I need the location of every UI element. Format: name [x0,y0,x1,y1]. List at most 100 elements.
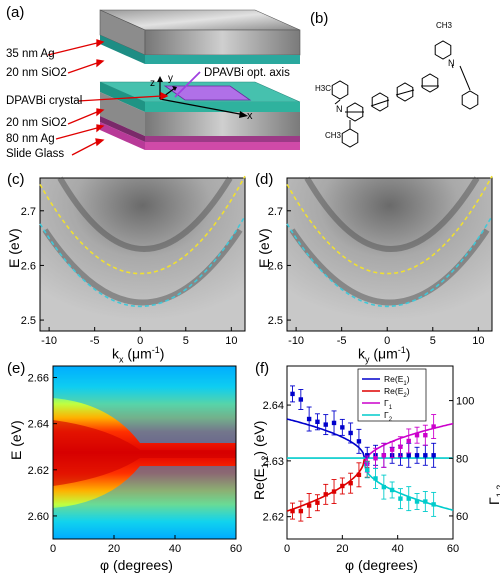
panel-label-b: (b) [310,10,329,27]
y-tick-label: 2.64 [28,419,49,431]
series-line-0 [286,175,493,275]
benzene-ring [461,90,479,110]
y-tick-label: 2.5 [21,315,36,327]
data-point-3 [381,484,387,490]
bond [370,99,390,107]
data-point-0 [331,420,337,426]
data-point-0 [414,453,420,458]
data-point-1 [340,483,345,489]
nitrogen-left: N [336,104,343,114]
panel-label-e: (e) [7,360,26,377]
ylabel-f-left: Re(E1,2) (eV) [251,420,270,500]
x-tick-label: -5 [90,335,100,347]
data-point-0 [423,453,428,458]
x-tick-label: -10 [288,335,304,347]
bond [451,64,454,69]
panel-label-a: (a) [6,4,25,21]
y-tick-label: 2.5 [268,315,283,327]
benzene-ring [341,128,359,148]
data-point-2 [431,424,436,429]
panel-label-f: (f) [255,360,270,377]
data-point-1 [298,508,304,514]
data-point-1 [323,492,328,497]
axis-z-label: z [150,78,155,89]
optic-axis-label: DPAVBi opt. axis [204,67,290,79]
xlabel-c: kx (μm-1) [112,345,165,365]
x-tick-label: 20 [336,543,348,555]
benzene-ring [434,40,452,60]
x-axis [159,98,246,116]
bond [334,99,341,105]
data-point-0 [348,430,353,436]
layer-pointers [47,39,169,156]
y-tick-label: 2.7 [268,206,283,218]
plot-frame [39,177,246,332]
nitrogen-right: N [448,58,455,68]
y-right-tick-label: 60 [456,511,468,523]
y-right-tick-label: 80 [456,453,468,465]
ylabel-e: E (eV) [8,420,24,460]
data-point-3 [414,499,420,504]
benzene-ring [346,102,364,122]
x-tick-label: 10 [472,335,484,347]
data-point-0 [431,453,436,458]
data-point-2 [373,456,378,461]
ch3-label-top: CH3 [436,21,453,30]
bond [459,65,471,91]
legend-entry: Γ1 [384,398,393,411]
data-point-3 [398,496,403,501]
molecule-structure [331,40,479,148]
x-tick-label: 10 [225,335,237,347]
legend-entry: Γ2 [384,410,393,423]
layer-label-3: DPAVBi crystal [6,95,83,107]
panel-label-d: (d) [255,171,274,188]
axis-x-label: x [247,110,253,122]
series-line-1 [39,215,246,308]
bond [395,89,415,96]
data-point-1 [356,472,362,478]
layer-label-1: 35 nm Ag [6,48,55,60]
layer-label-5: 80 nm Ag [6,133,55,145]
x-tick-label: 60 [447,543,459,555]
xlabel-f: φ (degrees) [345,557,418,573]
optic-axis-arrow [174,71,201,98]
xlabel-d: ky (μm-1) [358,345,411,365]
data-point-2 [414,433,420,438]
y-tick-label: 2.63 [263,456,284,468]
data-point-1 [348,480,353,486]
legend-entry: Re(E2) [384,386,410,399]
benzene-ring [371,92,389,112]
dispersion-plot-kx: -10 -5 0 5 10 2.5 2.6 2.7 [21,175,246,347]
y-tick-label: 2.6 [21,260,36,272]
data-point-2 [423,433,428,438]
ch3-label-bottom: CH3 [325,131,342,140]
series-line-0 [39,175,246,275]
xlabel-e: φ (degrees) [100,557,173,573]
x-tick-label: 0 [137,335,143,347]
benzene-ring [421,73,439,93]
dispersion-bands [42,176,243,306]
data-point-0 [306,416,312,422]
x-tick-label: 0 [284,543,290,555]
data-point-2 [398,444,403,449]
structure-diagram [47,9,301,156]
x-tick-label: 0 [50,543,56,555]
y-right-tick-label: 100 [456,396,474,408]
panel-label-c: (c) [7,171,25,188]
data-point-0 [298,397,304,402]
data-point-0 [340,425,345,430]
dispersion-bands [289,176,490,306]
layer-label-2: 20 nm SiO2 [6,67,67,79]
layer-label-4: 20 nm SiO2 [6,117,67,129]
legend-entry: Re(E1) [384,374,410,387]
y-tick-label: 2.62 [28,465,49,477]
x-tick-label: 0 [384,335,390,347]
ylabel-c: E (eV) [6,228,22,268]
benzene-ring [331,80,349,100]
x-tick-label: 5 [430,335,436,347]
y-tick-label: 2.60 [28,511,49,523]
benzene-ring [396,82,414,102]
layer-label-6: Slide Glass [6,148,65,160]
